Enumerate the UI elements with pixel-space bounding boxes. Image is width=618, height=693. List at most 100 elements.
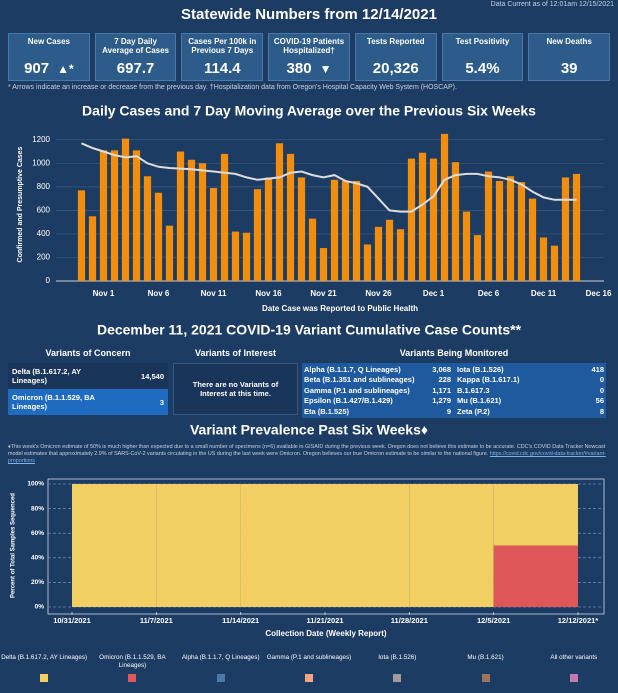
legend-swatch [304, 674, 313, 682]
variant-count: 14,540 [141, 371, 164, 381]
bar [561, 177, 570, 281]
bar [374, 226, 383, 281]
bar [484, 171, 493, 281]
legend-label: Delta (B.1.617.2, AY Lineages) [1, 654, 88, 661]
kpi-value-row: 380 ▼ [287, 60, 332, 77]
legend-label: Alpha (B.1.1.7, Q Lineages) [181, 654, 260, 661]
legend-item: Gamma (P.1 and sublineages) [265, 654, 353, 682]
x-tick-label: Dec 11 [531, 289, 557, 298]
stacked-segment [156, 484, 241, 607]
kpi-value-row: 5.4% [465, 60, 499, 77]
bar [286, 153, 295, 281]
section-title: December 11, 2021 COVID-19 Variant Cumul… [97, 322, 522, 338]
section-heading: Variants of Interest [194, 348, 277, 358]
bar [352, 180, 361, 281]
variant-name: Beta (B.1.351 and sublineages) [304, 375, 415, 385]
y-tick-label: 60% [31, 530, 44, 537]
data-current: Data Current as of 12:01am 12/15/2021 [490, 1, 614, 8]
y-tick-label: 40% [31, 555, 44, 562]
bar [506, 176, 515, 281]
kpi-card: Tests Reported 20,326 [354, 33, 437, 81]
variant-note: ♦This week's Omicron estimate of 50% is … [8, 444, 608, 465]
monitored-row: Gamma (P.1 and sublineages) 1,171 [304, 385, 451, 396]
kpi-value: 114.4 [203, 60, 241, 77]
bar [187, 159, 196, 281]
bar [407, 158, 416, 281]
variant-count: 228 [438, 375, 451, 385]
y-tick-label: 200 [37, 253, 51, 262]
concern-row: Delta (B.1.617.2, AY Lineages) 14,540 [8, 363, 168, 389]
kpi-value: 697.7 [116, 60, 155, 77]
bar [88, 216, 97, 281]
bar [143, 176, 152, 281]
variant-name: Alpha (B.1.1.7, Q Lineages) [304, 364, 401, 374]
x-tick-label: Nov 26 [365, 289, 392, 298]
variant-name: Mu (B.1.621) [457, 396, 502, 406]
bar [242, 232, 251, 281]
stacked-segment [493, 545, 578, 607]
y-tick-label: 20% [31, 579, 44, 586]
variant-name: Iota (B.1.526) [457, 364, 504, 374]
y-tick-label: 0% [35, 604, 45, 611]
legend-label: Mu (B.1.621) [467, 654, 504, 661]
chart-title: Daily Cases and 7 Day Moving Average ove… [82, 103, 536, 119]
variant-name: B.1.617.3 [457, 385, 490, 395]
kpi-label: New Deaths [546, 37, 592, 46]
moving-average-line [81, 142, 577, 213]
bar [253, 189, 262, 281]
bar [110, 150, 119, 281]
bar [473, 235, 482, 281]
x-tick-label: 10/31/2021 [53, 616, 91, 625]
bar [330, 179, 339, 281]
legend-item: Mu (B.1.621) [441, 654, 529, 682]
legend-swatch [569, 674, 578, 682]
kpi-value-row: 114.4 [204, 60, 241, 77]
variant-name: Zeta (P.2) [457, 406, 490, 416]
legend-label: Gamma (P.1 and sublineages) [266, 654, 352, 661]
x-axis-label: Collection Date (Weekly Report) [265, 629, 387, 638]
kpi-value-row: 39 [561, 60, 578, 77]
bar [99, 150, 108, 281]
bar [77, 190, 86, 281]
y-tick-label: 0 [46, 276, 51, 285]
x-tick-label: Nov 11 [201, 289, 227, 298]
x-tick-label: 12/5/2021 [477, 616, 510, 625]
bar [429, 158, 438, 281]
bar [231, 231, 240, 281]
x-tick-label: Nov 1 [93, 289, 115, 298]
y-tick-label: 1000 [32, 158, 50, 167]
note-link[interactable]: https://covid.cdc.gov/covid-data-tracker… [8, 451, 606, 464]
kpi-label: Tests Reported [366, 37, 425, 46]
y-axis-label: Percent of Total Samples Sequenced [11, 493, 17, 598]
variant-count: 9 [446, 406, 451, 416]
variant-count: 56 [595, 396, 604, 406]
x-axis-label: Date Case was Reported to Public Health [262, 304, 418, 313]
bar [550, 245, 559, 281]
stacked-segment [409, 484, 494, 607]
variant-name: Delta (B.1.617.2, AY Lineages) [12, 367, 81, 385]
monitored-row: Epsilon (B.1.427/B.1.429) 1,279 [304, 396, 451, 407]
kpi-value: 380 [286, 60, 312, 77]
bar [209, 188, 218, 281]
kpi-card: 7 Day Daily Average of Cases 697.7 [94, 33, 177, 81]
bar [385, 219, 394, 281]
bar [528, 198, 537, 281]
concern-row: Omicron (B.1.1.529, BA Lineages) 3 [8, 389, 168, 415]
x-tick-label: Dec 6 [478, 289, 500, 298]
bar [308, 218, 317, 281]
y-axis-label: Confirmed and Presumptive Cases [17, 146, 24, 262]
variant-name: Epsilon (B.1.427/B.1.429) [304, 396, 393, 406]
kpi-indicator: ▲* [57, 61, 74, 76]
legend-item: Omicron (B.1.1.529, BA Lineages) [88, 654, 176, 682]
variant-name: Omicron (B.1.1.529, BA Lineages) [12, 393, 95, 411]
variant-name: Eta (B.1.525) [304, 406, 350, 416]
bar [319, 248, 328, 281]
x-tick-label: Nov 21 [310, 289, 337, 298]
chart-title: Variant Prevalence Past Six Weeks♦ [190, 422, 428, 438]
x-tick-label: Dec 16 [586, 289, 612, 298]
y-tick-label: 800 [37, 182, 51, 191]
legend-label: Iota (B.1.526) [378, 654, 417, 661]
bar [539, 237, 548, 281]
variant-count: 1,279 [432, 396, 451, 406]
x-tick-label: 11/7/2021 [140, 616, 173, 625]
